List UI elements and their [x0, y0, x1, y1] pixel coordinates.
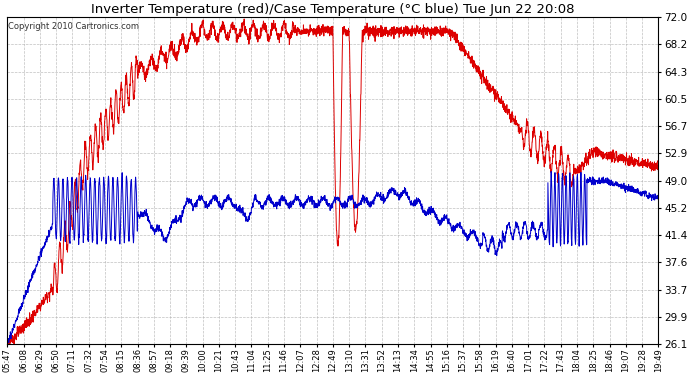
Text: Copyright 2010 Cartronics.com: Copyright 2010 Cartronics.com [8, 22, 139, 31]
Title: Inverter Temperature (red)/Case Temperature (°C blue) Tue Jun 22 20:08: Inverter Temperature (red)/Case Temperat… [91, 3, 575, 16]
